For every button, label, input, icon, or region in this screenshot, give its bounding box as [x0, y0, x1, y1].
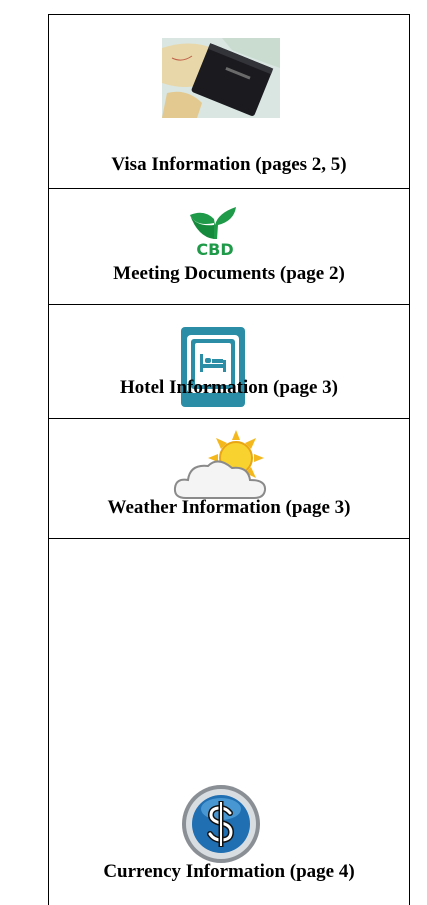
logo-text: CBD	[196, 240, 233, 259]
row-label: Hotel Information (page 3)	[120, 377, 338, 398]
passport-icon	[162, 38, 280, 118]
row-divider	[48, 538, 410, 539]
table-border	[48, 14, 49, 905]
row-divider	[48, 304, 410, 305]
weather-icon	[173, 430, 267, 499]
row-label: Visa Information (pages 2, 5)	[111, 154, 347, 175]
row-divider	[48, 14, 410, 15]
hotel-icon	[181, 327, 245, 407]
row-label: Weather Information (page 3)	[107, 497, 351, 518]
row-label: Currency Information (page 4)	[103, 861, 355, 882]
cbd-logo: CBD	[190, 207, 236, 259]
table-border	[409, 14, 410, 905]
row-divider	[48, 418, 410, 419]
row-label: Meeting Documents (page 2)	[113, 263, 345, 284]
currency-icon	[182, 785, 260, 863]
row-divider	[48, 188, 410, 189]
